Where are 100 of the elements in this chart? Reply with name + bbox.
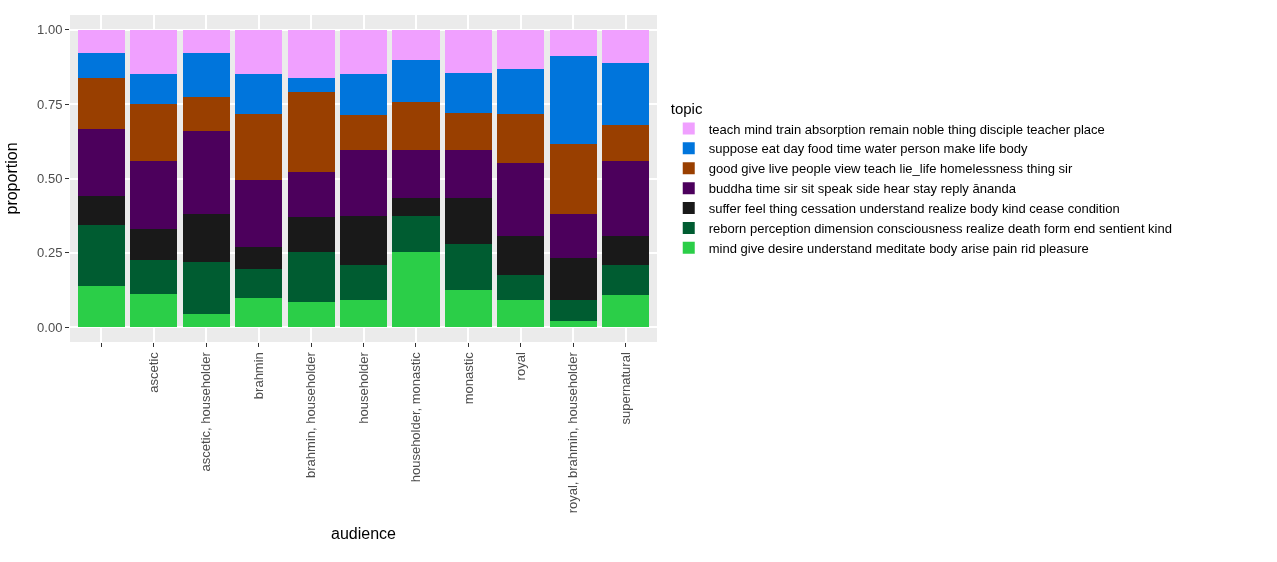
legend-label: suffer feel thing cessation understand realize body kind cease condition bbox=[708, 201, 1120, 217]
y-tick-label: 0.25 bbox=[37, 245, 63, 261]
y-tick-label: 1.00 bbox=[37, 22, 63, 38]
bar bbox=[601, 235, 650, 266]
legend-label: teach mind train absorption remain noble thing disciple teacher place bbox=[708, 121, 1105, 137]
bar bbox=[497, 29, 545, 70]
bar bbox=[235, 297, 283, 328]
bar bbox=[77, 29, 126, 54]
bar bbox=[392, 149, 440, 199]
bar bbox=[549, 257, 597, 301]
x-tick-label: royal, brahmin, householder bbox=[565, 351, 581, 514]
x-tick-label: brahmin, householder bbox=[303, 351, 319, 478]
bar bbox=[444, 113, 492, 150]
bar bbox=[444, 290, 492, 328]
bar bbox=[549, 320, 597, 328]
bar bbox=[235, 29, 283, 75]
bar bbox=[235, 268, 283, 298]
bar bbox=[77, 196, 126, 225]
bar bbox=[392, 198, 440, 216]
bar bbox=[444, 198, 492, 245]
bar bbox=[287, 29, 335, 79]
bar bbox=[444, 149, 492, 199]
bar bbox=[182, 213, 230, 262]
bar bbox=[339, 149, 388, 216]
legend-label: mind give desire understand meditate body arise pain rid pleasure bbox=[708, 240, 1089, 256]
legend-label: suppose eat day food time water person make life body bbox=[708, 141, 1028, 157]
bar bbox=[549, 143, 597, 215]
bar bbox=[497, 235, 545, 276]
y-tick-label: 0.00 bbox=[37, 319, 63, 335]
bar bbox=[339, 74, 388, 116]
bar bbox=[182, 313, 230, 328]
bar bbox=[182, 131, 230, 214]
x-tick-label: royal bbox=[512, 352, 528, 381]
bar bbox=[497, 275, 545, 301]
bar bbox=[130, 74, 178, 105]
bar bbox=[235, 74, 283, 114]
x-tick-label: monastic bbox=[460, 351, 476, 405]
x-tick-label: brahmin bbox=[250, 352, 266, 400]
bar bbox=[601, 62, 650, 125]
legend-label: buddha time sir sit speak side hear stay reply ānanda bbox=[708, 181, 1017, 197]
bar bbox=[392, 215, 440, 252]
x-tick-label: ascetic bbox=[146, 351, 162, 393]
bar bbox=[339, 29, 388, 75]
bar bbox=[130, 229, 178, 261]
x-tick-label: ascetic, householder bbox=[198, 351, 214, 472]
bar bbox=[287, 251, 335, 303]
bar bbox=[601, 265, 650, 296]
bar bbox=[392, 251, 440, 328]
bar bbox=[182, 29, 230, 54]
bar bbox=[77, 224, 126, 287]
bar bbox=[130, 161, 178, 230]
bar bbox=[339, 265, 388, 301]
bar bbox=[130, 293, 178, 328]
bar bbox=[77, 129, 126, 197]
bar bbox=[601, 295, 650, 328]
bar bbox=[392, 29, 440, 60]
bar bbox=[182, 96, 230, 132]
bar bbox=[287, 172, 335, 217]
bar bbox=[601, 124, 650, 162]
bar bbox=[497, 300, 545, 328]
bar bbox=[339, 300, 388, 328]
x-axis-title: audience bbox=[331, 525, 397, 543]
bar bbox=[182, 261, 230, 314]
bar bbox=[444, 244, 492, 291]
bar bbox=[497, 69, 545, 114]
bar bbox=[339, 215, 388, 266]
bar bbox=[130, 260, 178, 294]
bar bbox=[77, 53, 126, 79]
bar bbox=[444, 72, 492, 114]
y-tick-label: 0.50 bbox=[37, 171, 63, 187]
bar bbox=[130, 104, 178, 162]
y-tick-label: 0.75 bbox=[37, 96, 63, 112]
bar bbox=[392, 59, 440, 102]
bar bbox=[549, 300, 597, 321]
legend-title: topic bbox=[670, 99, 703, 117]
bar bbox=[235, 246, 283, 269]
bar bbox=[392, 101, 440, 150]
legend-label: reborn perception dimension consciousness realize death form end sentient kind bbox=[708, 221, 1172, 237]
x-tick-label: householder, monastic bbox=[408, 351, 424, 483]
bar bbox=[77, 78, 126, 130]
bar bbox=[287, 216, 335, 252]
bar bbox=[235, 113, 283, 180]
bar bbox=[287, 302, 335, 328]
bar bbox=[339, 115, 388, 150]
bar bbox=[549, 214, 597, 258]
bar bbox=[549, 55, 597, 144]
x-tick-label: householder bbox=[355, 351, 371, 424]
bar bbox=[601, 161, 650, 236]
bar bbox=[444, 29, 492, 73]
legend-label: good give live people view teach lie_life homelessness thing sir bbox=[708, 161, 1073, 177]
bar bbox=[287, 78, 335, 92]
bar bbox=[497, 113, 545, 164]
bar bbox=[549, 29, 597, 56]
x-tick-label: supernatural bbox=[617, 352, 633, 425]
bar bbox=[77, 286, 126, 328]
bar bbox=[235, 179, 283, 247]
bar bbox=[287, 91, 335, 173]
bar bbox=[182, 53, 230, 97]
bar bbox=[601, 29, 650, 63]
y-axis-title: proportion bbox=[2, 142, 20, 215]
